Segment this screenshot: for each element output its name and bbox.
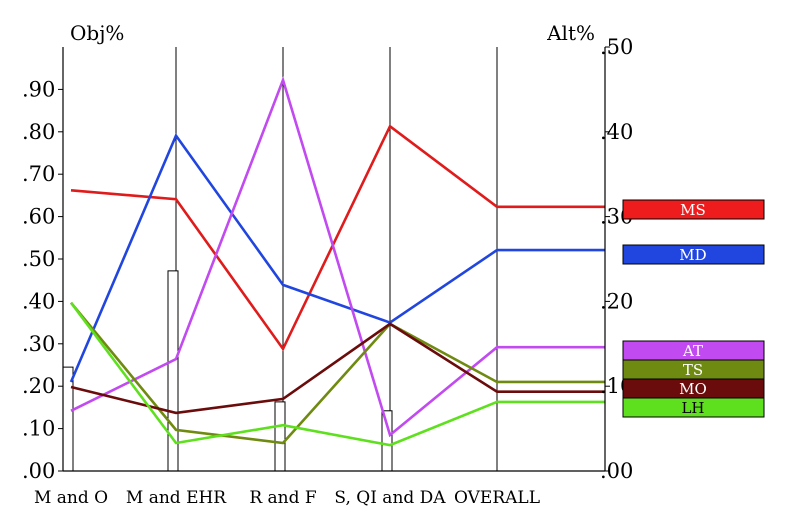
legend-swatch-lh (622, 397, 765, 418)
legend-label: AT (682, 342, 703, 360)
left-tick-label: .70 (22, 162, 55, 186)
right-tick-label: .50 (600, 35, 633, 59)
legend-swatch-ms (622, 199, 765, 220)
legend-label: MD (679, 246, 706, 264)
legend-label: TS (683, 361, 703, 379)
left-tick-label: .10 (22, 417, 55, 441)
left-tick-label: .60 (22, 205, 55, 229)
legend-label: MS (680, 201, 706, 219)
left-tick-label: .80 (22, 120, 55, 144)
category-label: M and O (34, 488, 108, 508)
left-axis-title: Obj% (70, 21, 124, 45)
right-tick-label: .00 (600, 459, 633, 483)
category-label: M and EHR (126, 488, 227, 508)
right-tick-label: .20 (600, 289, 633, 313)
right-tick-label: .40 (600, 120, 633, 144)
left-tick-label: .40 (22, 289, 55, 313)
bar (62, 366, 74, 472)
left-tick-label: .50 (22, 247, 55, 271)
legend-label: LH (681, 399, 704, 417)
bar (381, 410, 393, 472)
left-tick-label: .90 (22, 77, 55, 101)
axis-layer: .00.10.20.30.40.50.60.70.80.90.00.10.20.… (22, 35, 633, 508)
bar-layer (62, 270, 393, 472)
category-label: OVERALL (454, 488, 540, 508)
right-axis-title: Alt% (546, 21, 595, 45)
series-line-ms (70, 124, 605, 352)
category-label: S, QI and DA (334, 488, 446, 508)
left-tick-label: .30 (22, 332, 55, 356)
series-line-ts (69, 301, 605, 445)
series-line-md (69, 132, 605, 383)
series-line-lh (69, 301, 605, 447)
left-tick-label: .00 (22, 459, 55, 483)
category-label: R and F (249, 488, 317, 508)
legend-label: MO (679, 380, 707, 398)
legend-swatch-md (622, 244, 765, 265)
series-layer (69, 76, 605, 447)
series-line-mo (70, 322, 605, 415)
bar (274, 401, 286, 472)
series-line-at (70, 76, 605, 438)
left-tick-label: .20 (22, 374, 55, 398)
